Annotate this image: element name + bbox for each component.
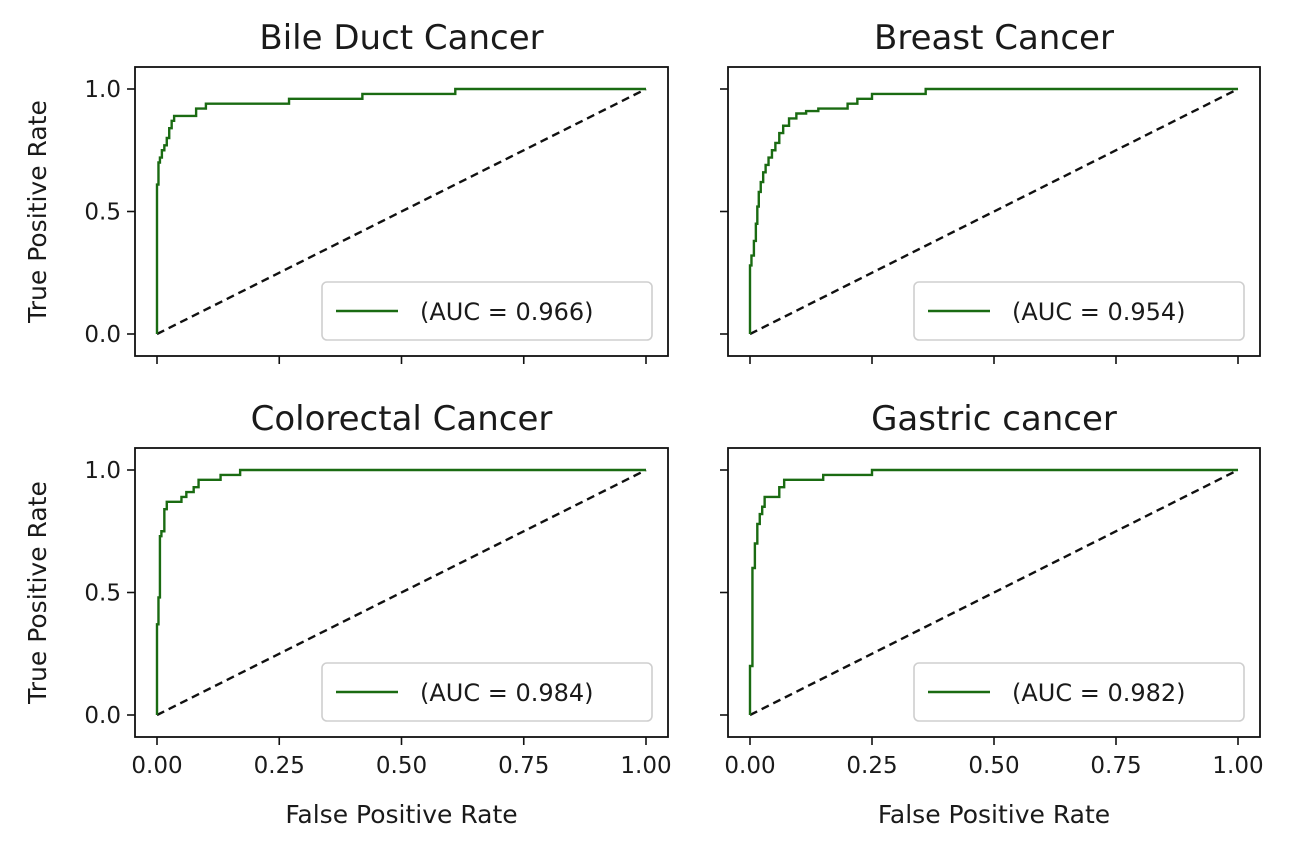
y-axis-label: True Positive Rate <box>23 100 52 324</box>
roc-panel-3: Colorectal Cancer 0.00 0.25 0.50 0.75 1.00 0.0… <box>23 399 672 829</box>
legend-box <box>321 281 653 341</box>
y-tick-label: 0.5 <box>84 581 121 607</box>
chance-diagonal <box>749 468 1239 717</box>
roc-panel-4: Gastric cancer 0.00 0.25 0.50 0.75 1.00 False … <box>720 399 1264 829</box>
y-axis-label: True Positive Rate <box>23 481 52 705</box>
y-tick-label: 0.5 <box>84 200 121 226</box>
x-tick-label: 1.00 <box>620 753 671 779</box>
y-tick-label: 0.0 <box>84 322 121 348</box>
x-axis-label: False Positive Rate <box>285 800 517 829</box>
y-tick-label: 0.0 <box>84 703 121 729</box>
legend-box <box>321 662 653 722</box>
x-tick-label: 0.00 <box>131 753 182 779</box>
panel-title: Colorectal Cancer <box>251 399 553 439</box>
x-tick-label: 1.00 <box>1212 753 1263 779</box>
legend-label: (AUC = 0.966) <box>420 298 594 326</box>
roc-curve <box>155 87 646 334</box>
roc-panel-1: Bile Duct Cancer 0.0 0.5 1.0 True Positive R… <box>23 18 669 364</box>
y-tick-label: 1.0 <box>84 458 121 484</box>
y-tick-label: 1.0 <box>84 77 121 103</box>
roc-panel-2: Breast Cancer (AUC = 0.954) <box>720 18 1261 364</box>
roc-curve <box>748 87 1238 334</box>
chance-diagonal <box>156 87 647 336</box>
panel-title: Gastric cancer <box>871 399 1117 439</box>
x-tick-label: 0.50 <box>376 753 427 779</box>
chance-diagonal <box>156 468 647 717</box>
x-tick-label: 0.75 <box>1090 753 1141 779</box>
panel-title: Breast Cancer <box>874 18 1114 58</box>
x-tick-label: 0.75 <box>498 753 549 779</box>
x-tick-label: 0.50 <box>968 753 1019 779</box>
legend-box <box>913 281 1245 341</box>
legend-box <box>913 662 1245 722</box>
legend-label: (AUC = 0.954) <box>1012 298 1186 326</box>
x-tick-label: 0.25 <box>846 753 897 779</box>
x-tick-label: 0.00 <box>724 753 775 779</box>
roc-curve <box>155 468 646 715</box>
legend-label: (AUC = 0.984) <box>420 679 594 707</box>
x-axis-label: False Positive Rate <box>878 800 1110 829</box>
legend-label: (AUC = 0.982) <box>1012 679 1186 707</box>
x-tick-label: 0.25 <box>254 753 305 779</box>
panel-title: Bile Duct Cancer <box>259 18 543 58</box>
chance-diagonal <box>749 87 1239 336</box>
roc-curve <box>748 468 1238 715</box>
